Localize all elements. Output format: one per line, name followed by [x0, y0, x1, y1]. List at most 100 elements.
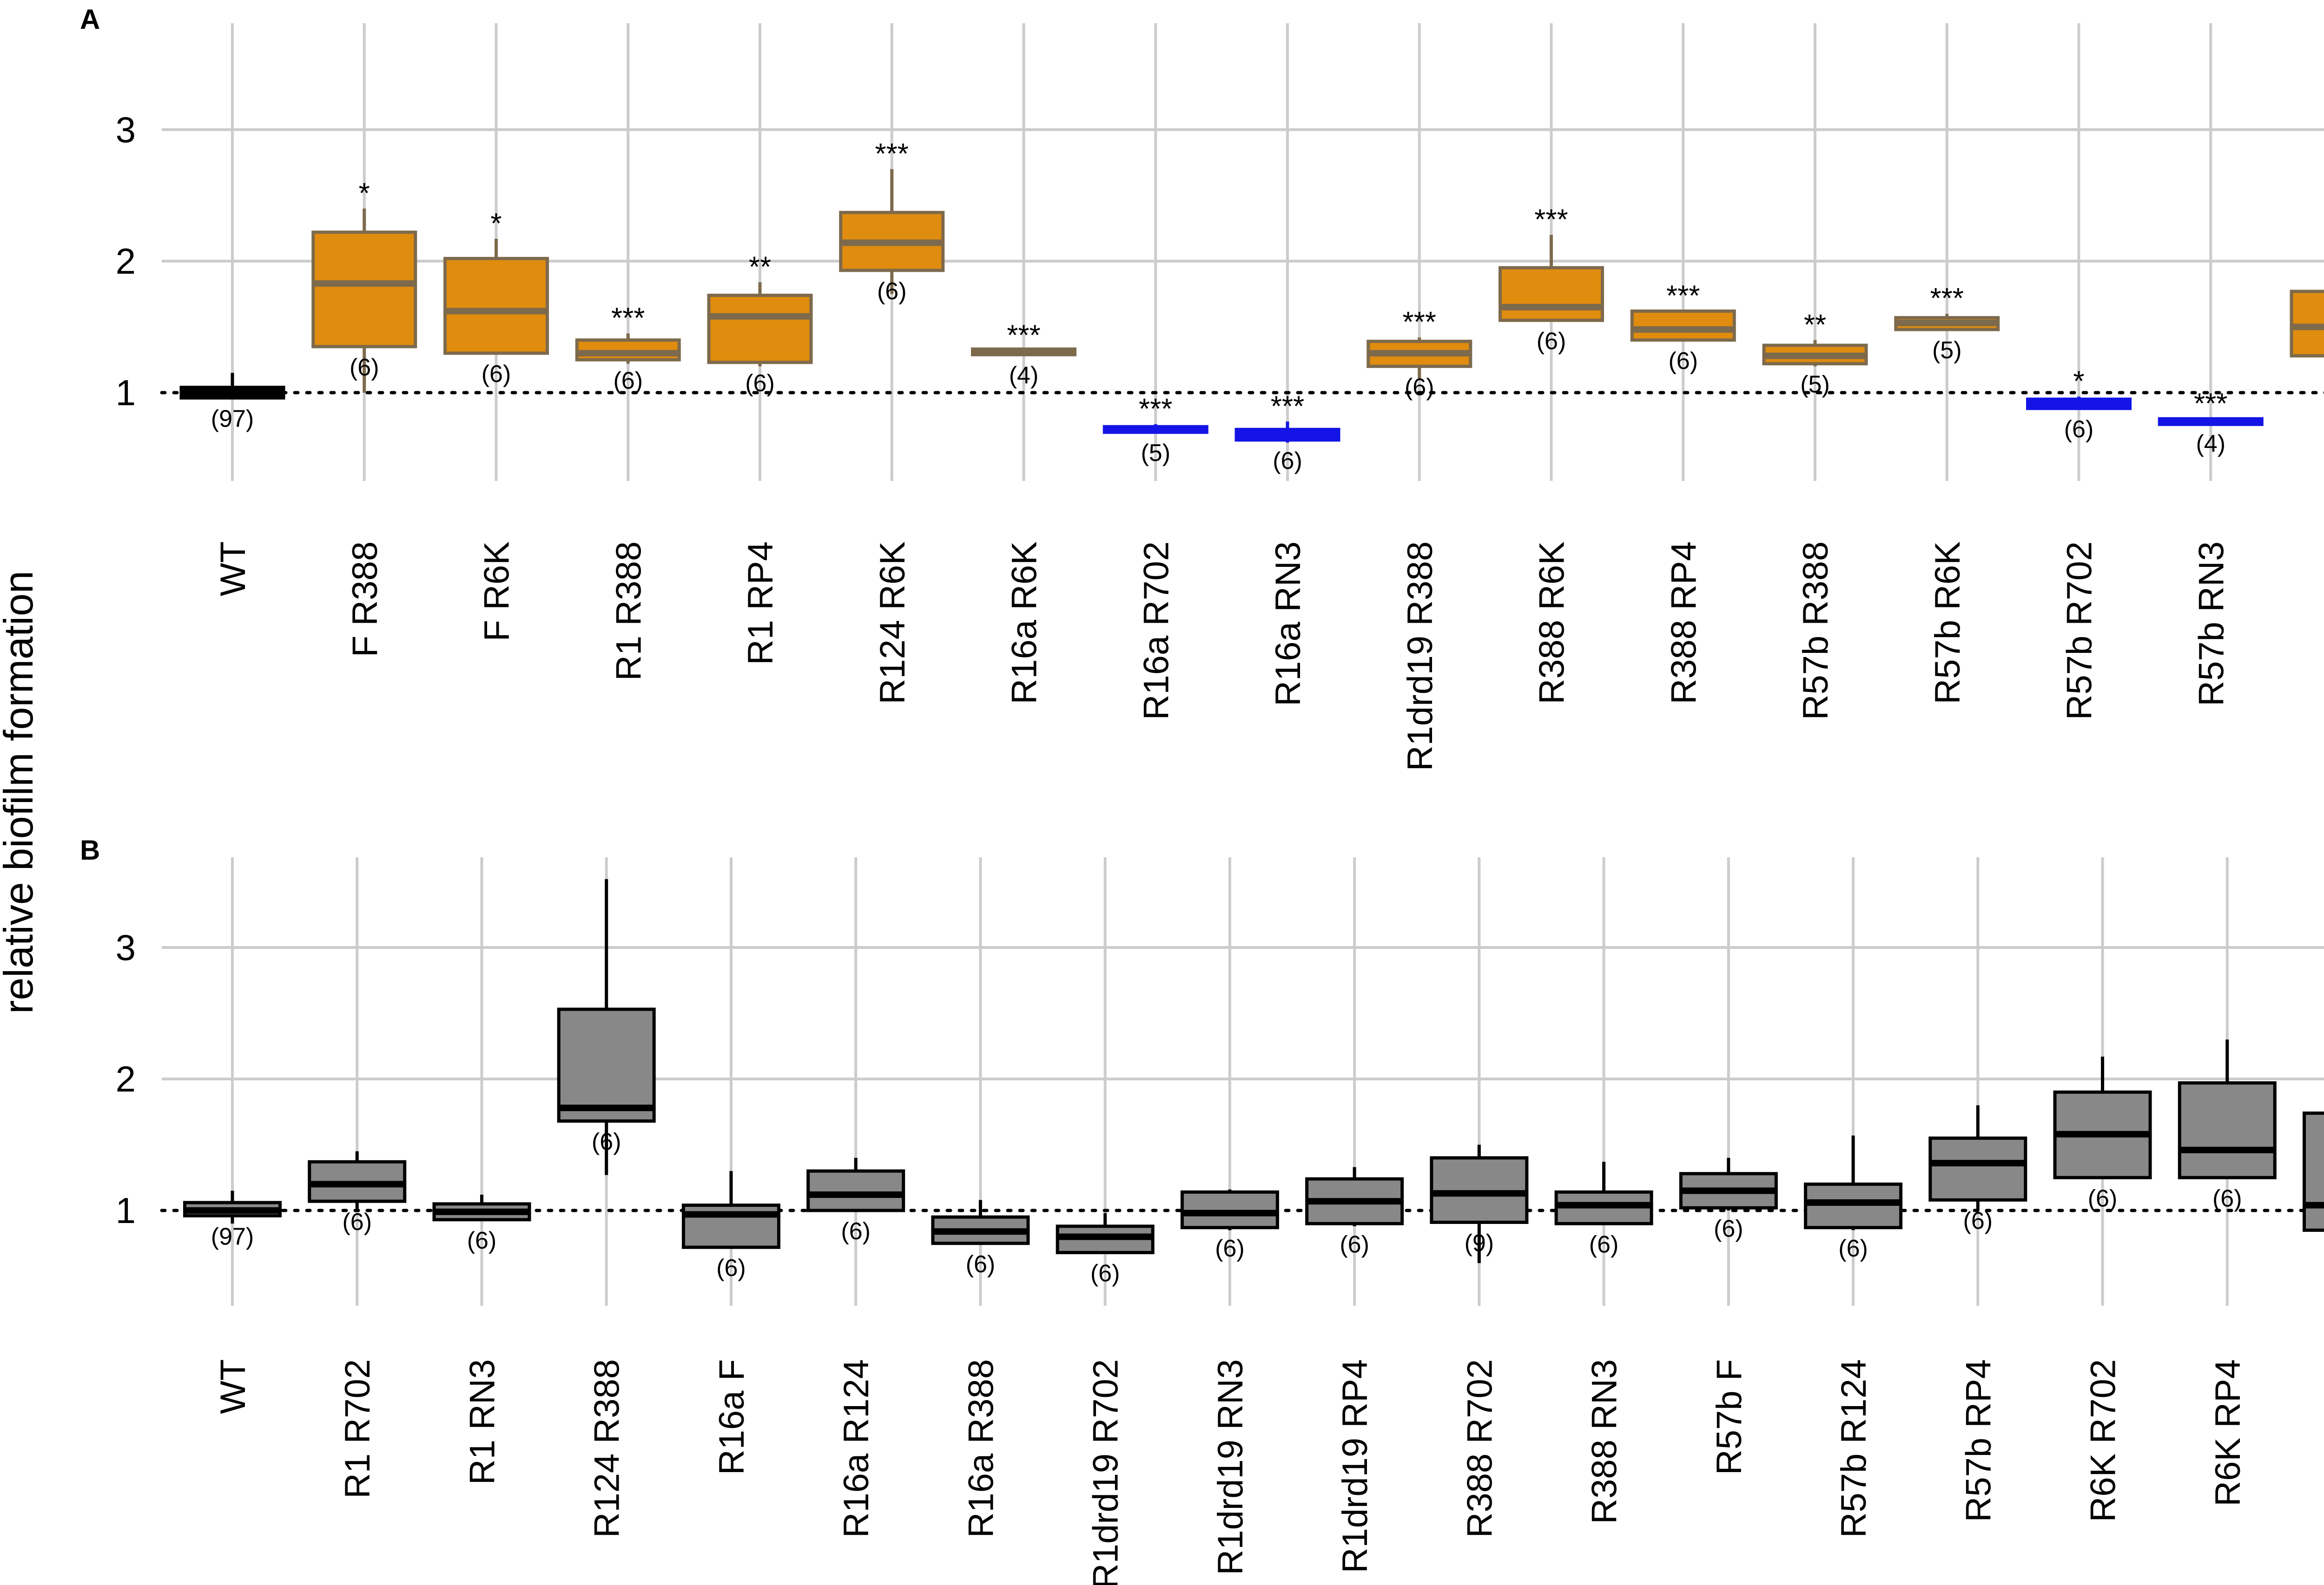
- panel-letter: B: [80, 835, 100, 866]
- box-iqr: [2290, 289, 2324, 358]
- x-tick-label: F R388: [345, 541, 385, 657]
- n-label: (6): [1589, 1231, 1619, 1258]
- boxplot-r1drd19-rn3: (6): [1180, 1189, 1279, 1262]
- boxplot-r1-r388: (6) ***: [575, 303, 681, 394]
- boxplot-r57b-r388: (5) **: [1762, 309, 1868, 398]
- significance-label: ***: [611, 303, 645, 335]
- y-tick-label: 1: [116, 372, 136, 413]
- n-label: (6): [613, 367, 643, 394]
- boxplot-r1-rn3: (6): [432, 1195, 531, 1254]
- significance-label: **: [1804, 309, 1826, 341]
- significance-label: ***: [1930, 283, 1964, 315]
- boxplot-r124-r6k: (6) ***: [839, 138, 945, 305]
- n-label: (6): [1668, 348, 1698, 375]
- significance-label: ***: [1007, 319, 1040, 351]
- n-label: (9): [1465, 1230, 1494, 1256]
- x-tick-label: R1drd19 RN3: [1211, 1359, 1250, 1575]
- x-tick-label: R57b RN3: [2192, 541, 2231, 706]
- x-tick-label: R57b R388: [1796, 541, 1835, 720]
- n-label: (6): [745, 370, 775, 397]
- y-tick-label: 1: [116, 1190, 136, 1231]
- x-tick-label: R16a R388: [961, 1359, 1001, 1538]
- significance-label: *: [2073, 365, 2084, 397]
- boxplot-r1drd19-r702: (6): [1056, 1213, 1155, 1287]
- x-tick-label: R124 R388: [588, 1359, 627, 1538]
- box-iqr: [806, 1169, 905, 1212]
- boxplot-r16a-rn3: (6) ***: [1235, 390, 1340, 474]
- x-tick-label: R1drd19 RP4: [1335, 1359, 1375, 1573]
- boxplot-r16a-r702: (5) ***: [1103, 393, 1208, 467]
- n-label: (6): [1215, 1235, 1245, 1262]
- x-tick-label: WT: [213, 1359, 253, 1414]
- box-iqr: [1180, 1190, 1279, 1230]
- significance-label: ***: [875, 138, 909, 170]
- panel-b: B 1 2 3 (97) WT (6) R1 R702 (6) R1 RN3 (6) R124 R38…: [80, 835, 2324, 1585]
- significance-label: ***: [1403, 306, 1436, 338]
- x-tick-label: R388 RN3: [1585, 1359, 1624, 1524]
- boxplot-rn3-rp4: (6): [2303, 1111, 2324, 1232]
- n-label: (97): [211, 1223, 254, 1250]
- box-iqr: [557, 1007, 656, 1123]
- x-tick-label: WT: [213, 541, 253, 596]
- n-label: (6): [966, 1251, 996, 1278]
- boxplot-r1-rp4: (6) **: [707, 251, 813, 397]
- x-tick-label: R1 RP4: [741, 541, 780, 665]
- y-tick-label: 3: [116, 927, 136, 968]
- n-label: (6): [592, 1129, 621, 1156]
- box-iqr: [1499, 266, 1604, 322]
- significance-label: **: [749, 251, 771, 283]
- n-label: (6): [2212, 1185, 2242, 1212]
- x-tick-label: R16a R702: [1136, 541, 1176, 720]
- x-tick-label: R57b R6K: [1928, 541, 1967, 704]
- y-axis-label: relative biofilm formation: [0, 571, 41, 1014]
- box-iqr: [1430, 1156, 1529, 1224]
- boxplot-r57b-rp4: (6): [1928, 1105, 2027, 1234]
- n-label: (4): [2196, 430, 2225, 457]
- significance-label: ***: [1271, 390, 1304, 422]
- box-iqr: [311, 230, 417, 349]
- significance-label: ***: [1534, 204, 1568, 236]
- n-label: (5): [1141, 440, 1170, 467]
- n-label: (6): [467, 1227, 497, 1254]
- box-iqr: [1928, 1136, 2027, 1202]
- box-iqr: [2178, 1081, 2277, 1179]
- significance-label: ***: [2194, 388, 2227, 420]
- x-tick-label: R16a R124: [837, 1359, 876, 1538]
- boxplot-r124-r388: (6): [557, 879, 656, 1175]
- box-iqr: [707, 294, 813, 364]
- boxplot-r388-rp4: (6) ***: [1630, 280, 1736, 375]
- panel-letter: A: [80, 4, 100, 35]
- n-label: (6): [342, 1209, 372, 1236]
- boxplot-f-r388: (6) *: [311, 178, 417, 393]
- x-tick-label: R57b R124: [1834, 1359, 1874, 1538]
- box-iqr: [2303, 1111, 2324, 1232]
- y-tick-label: 2: [116, 241, 136, 282]
- boxplot-r6k-rn3: (6)**: [2290, 289, 2324, 358]
- box-iqr: [575, 338, 681, 362]
- boxplot-r16a-r388: (6): [931, 1200, 1030, 1278]
- n-label: (5): [1800, 371, 1830, 398]
- n-label: (5): [1932, 337, 1962, 364]
- n-label: (6): [877, 278, 907, 305]
- n-label: (6): [1838, 1235, 1868, 1262]
- box-iqr: [1804, 1182, 1903, 1230]
- boxplot-r57b-r6k: (5) ***: [1894, 283, 2000, 364]
- boxplot-r1-r702: (6): [308, 1151, 407, 1236]
- boxplot-r1drd19-rp4: (6): [1305, 1167, 1404, 1258]
- boxplot-r6k-r702: (6): [2053, 1056, 2152, 1212]
- x-tick-label: R1drd19 R702: [1086, 1359, 1126, 1585]
- x-tick-label: R388 RP4: [1664, 541, 1703, 704]
- boxplot-r57b-r124: (6): [1804, 1135, 1903, 1262]
- x-tick-label: R388 R702: [1460, 1359, 1499, 1538]
- n-label: (6): [482, 361, 511, 388]
- boxplot-r388-r702: (9): [1430, 1144, 1529, 1263]
- significance-label: *: [490, 208, 502, 240]
- x-tick-label: R57b RP4: [1959, 1359, 1998, 1522]
- boxplot-r16a-r6k: (4) ***: [971, 319, 1076, 389]
- x-tick-label: R16a RN3: [1268, 541, 1308, 706]
- significance-label: *: [359, 178, 370, 210]
- n-label: (6): [350, 354, 379, 381]
- boxplot-r57b-rn3: (4) ***: [2158, 388, 2264, 457]
- n-label: (6): [1273, 447, 1302, 474]
